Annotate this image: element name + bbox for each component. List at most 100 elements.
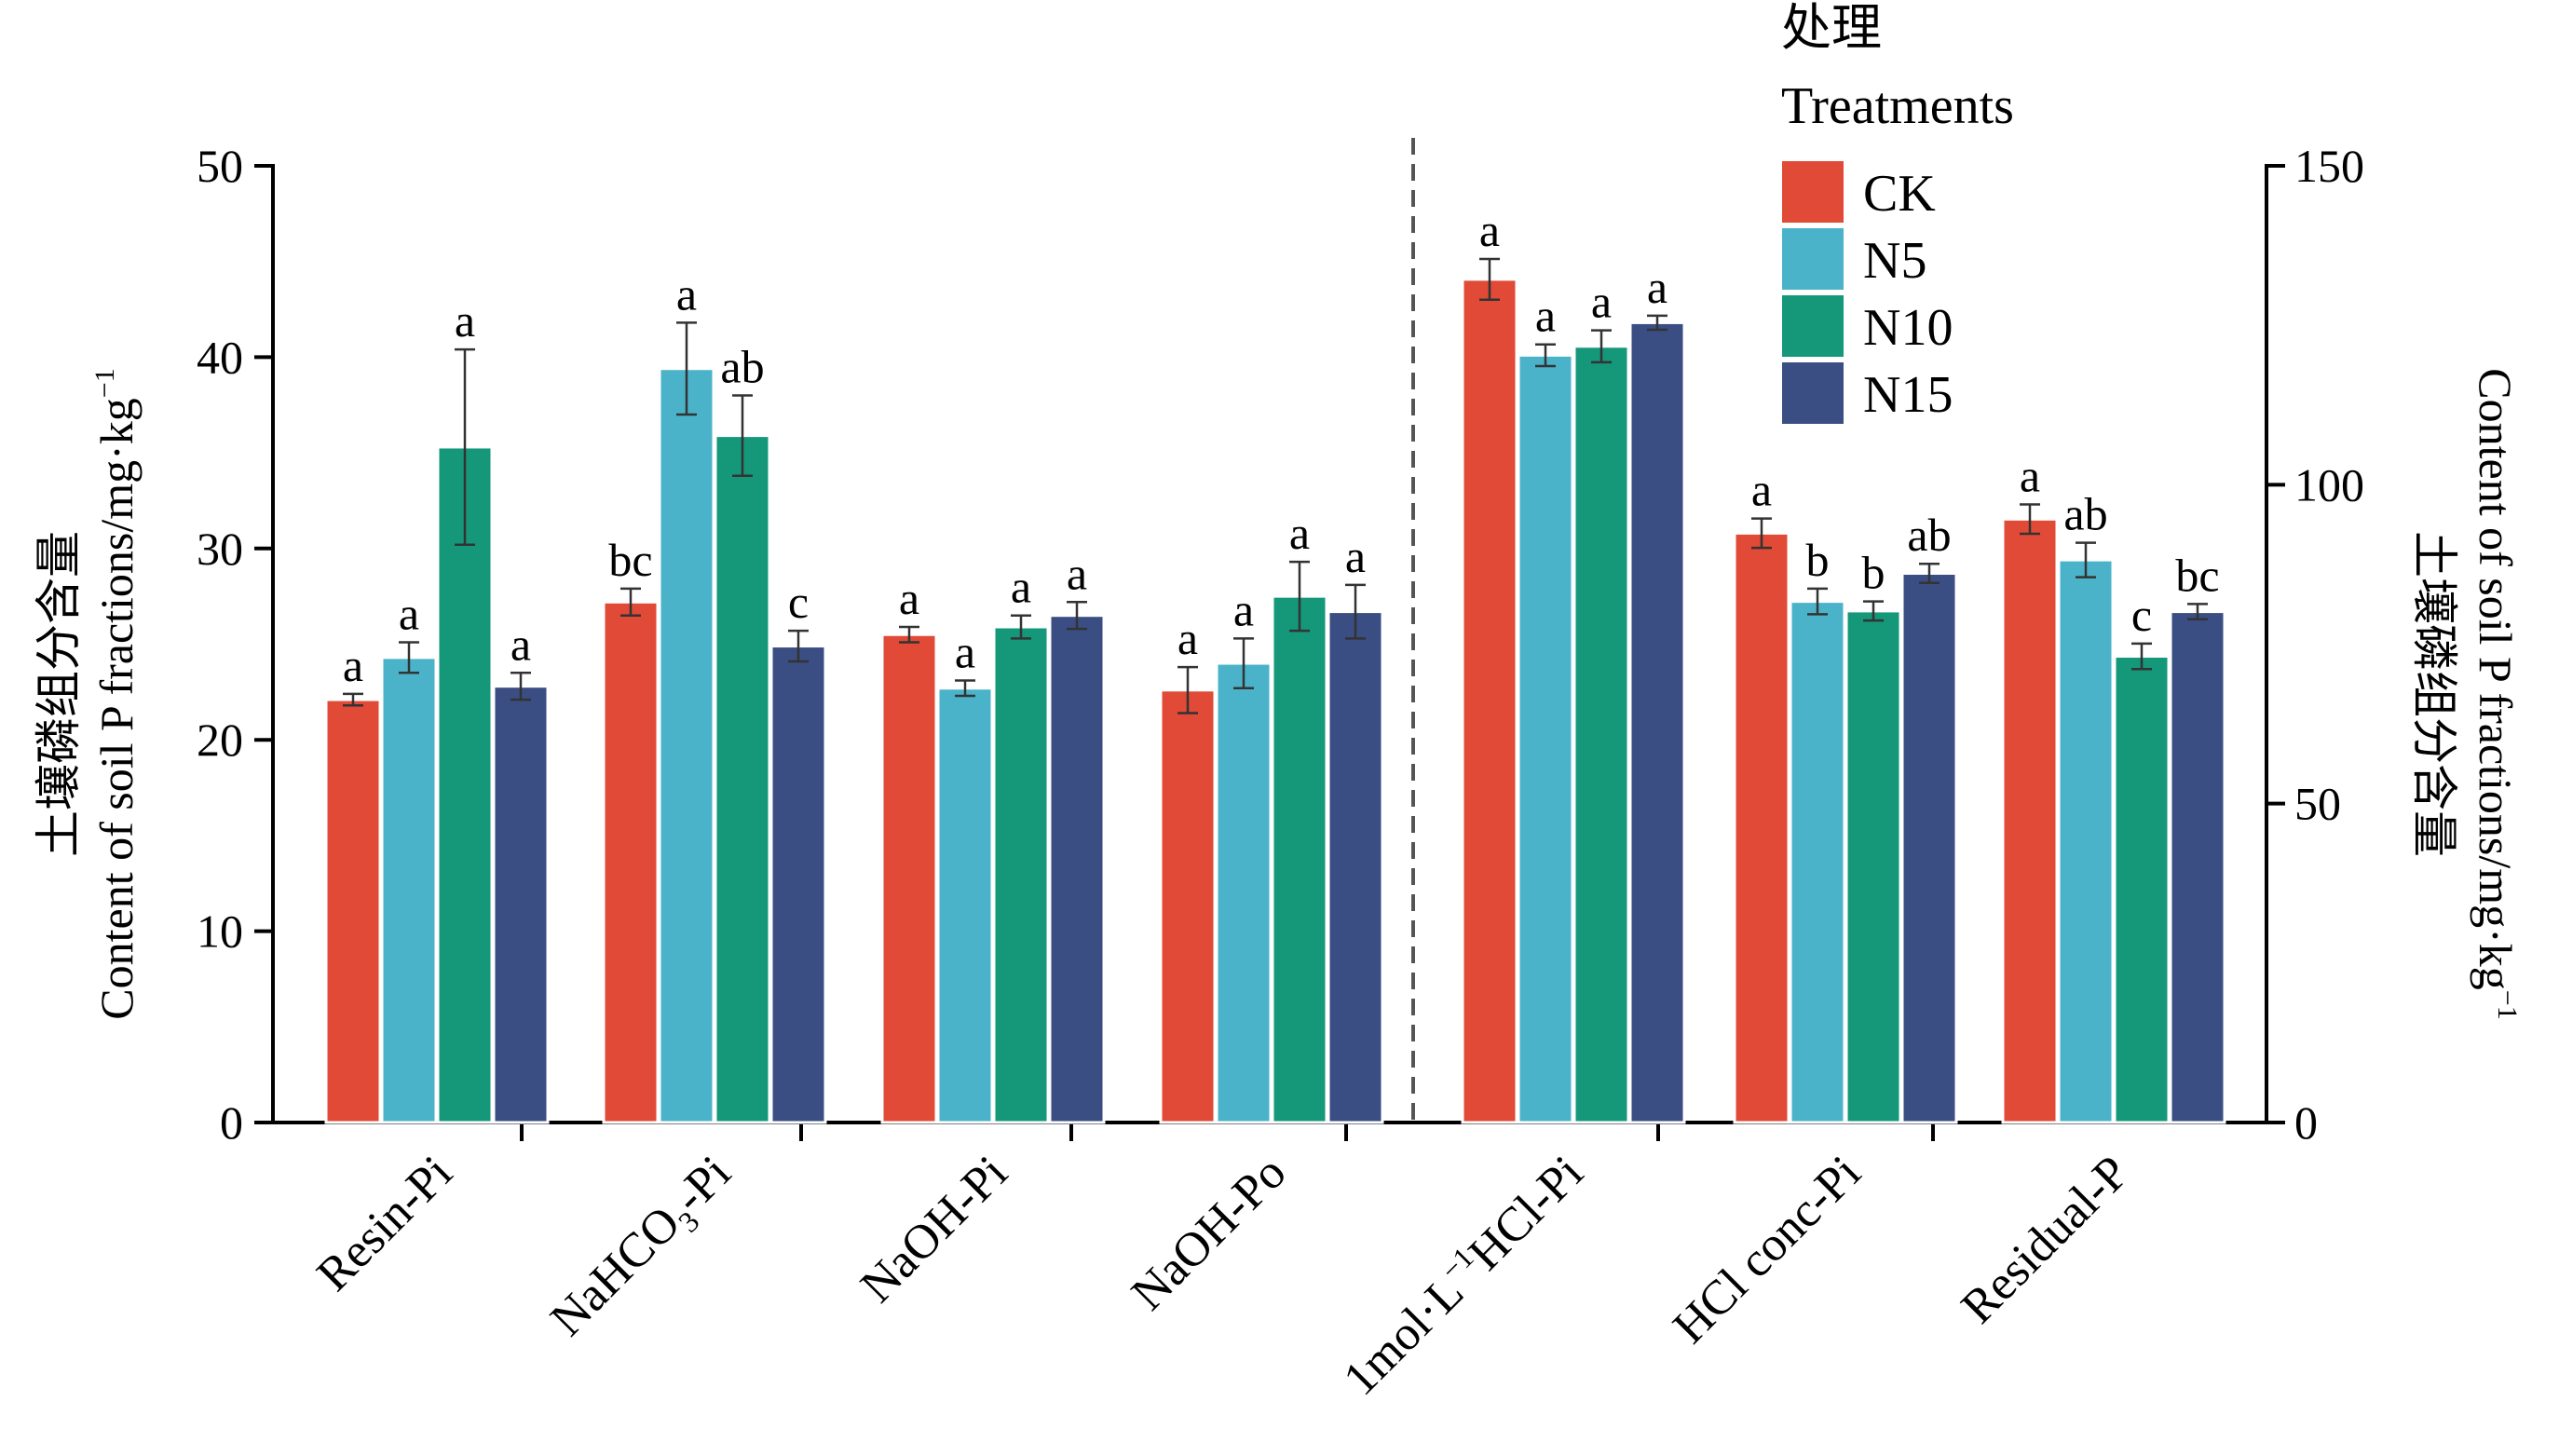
x-label-4: 1mol·L−1HCl-Pi xyxy=(1331,1143,1594,1406)
bar-n10-4 xyxy=(1572,345,1630,1124)
significance-letter: ab xyxy=(720,340,764,392)
significance-letter: b xyxy=(1806,534,1830,586)
x-label-text: Resin-Pi xyxy=(307,1146,463,1301)
legend-label-n10: N10 xyxy=(1863,299,1953,357)
significance-letter: a xyxy=(1233,583,1254,635)
bar-n10-2 xyxy=(992,625,1050,1124)
x-label-text: 1mol·L−1HCl-Pi xyxy=(1331,1143,1594,1406)
significance-letter: a xyxy=(343,639,363,691)
left-tick-label: 40 xyxy=(197,331,243,383)
error-bar xyxy=(1863,600,1884,622)
significance-letter: a xyxy=(455,294,475,347)
x-label-text: NaOH-Po xyxy=(1122,1146,1296,1320)
right-axis-title-cn: 土壤磷组分含量 xyxy=(2408,531,2460,857)
bar-n5-3 xyxy=(1215,661,1273,1124)
error-bar xyxy=(1479,257,1500,302)
significance-letter: a xyxy=(399,587,419,639)
bar-n10-0 xyxy=(436,445,494,1124)
error-bar xyxy=(2187,603,2208,621)
significance-letter: c xyxy=(2131,589,2152,641)
bar-n10-3 xyxy=(1271,594,1328,1124)
error-bar xyxy=(2020,503,2040,536)
error-bar xyxy=(732,394,753,477)
bar-n15-2 xyxy=(1048,614,1106,1124)
bar-n5-4 xyxy=(1517,353,1574,1124)
legend-swatch-ck xyxy=(1780,159,1845,225)
bar-n5-1 xyxy=(658,367,715,1124)
error-bar xyxy=(1289,560,1310,633)
error-bar xyxy=(1011,614,1031,640)
bar-n10-1 xyxy=(714,434,771,1124)
legend: 处理 Treatments CK N5 N10 N15 xyxy=(1780,0,2014,426)
bar-ck-5 xyxy=(1733,531,1790,1124)
bar-ck-6 xyxy=(2001,517,2059,1124)
significance-letter: a xyxy=(1011,561,1031,613)
bar-n15-6 xyxy=(2169,610,2226,1124)
significance-letter: a xyxy=(1067,547,1087,599)
right-tick-label: 100 xyxy=(2294,458,2364,510)
x-label-text: Residual-P xyxy=(1952,1146,2140,1334)
bar-ck-0 xyxy=(324,698,382,1124)
bar-ck-4 xyxy=(1461,278,1518,1124)
error-bar xyxy=(1591,329,1612,364)
error-bar xyxy=(1751,517,1772,550)
bar-n15-4 xyxy=(1628,320,1686,1124)
bar-n15-1 xyxy=(769,645,827,1124)
error-bar xyxy=(1647,314,1667,332)
significance-letter: c xyxy=(788,576,809,628)
bar-n15-5 xyxy=(1900,572,1958,1124)
bar-ck-3 xyxy=(1159,688,1217,1124)
x-label-3: NaOH-Po xyxy=(1122,1146,1296,1320)
error-bar xyxy=(1807,587,1828,616)
bar-ck-1 xyxy=(602,600,660,1124)
legend-title-en: Treatments xyxy=(1781,77,2014,135)
significance-letter: a xyxy=(1345,530,1366,582)
left-tick-label: 20 xyxy=(197,714,243,766)
error-bar xyxy=(343,692,363,707)
bar-n15-3 xyxy=(1327,610,1384,1124)
error-bar xyxy=(1233,637,1254,689)
error-bar xyxy=(1919,562,1940,585)
bar-n10-5 xyxy=(1844,609,1902,1124)
legend-swatch-n5 xyxy=(1780,226,1845,292)
significance-letter: ab xyxy=(2063,488,2107,540)
bar-n5-0 xyxy=(380,656,438,1124)
x-axis-labels: Resin-Pi NaHCO3-Pi NaOH-Pi NaOH-Po1mol·L−1H… xyxy=(307,1143,2140,1406)
bar-n5-2 xyxy=(936,687,994,1124)
right-tick-label: 0 xyxy=(2294,1096,2318,1149)
error-bar xyxy=(1345,583,1366,640)
right-tick-label: 150 xyxy=(2294,140,2364,192)
error-bar xyxy=(1177,665,1198,714)
left-axis-title-en: Content of soil P fractions/mg·kg−1 xyxy=(89,368,143,1019)
error-bar xyxy=(455,347,475,546)
left-tick-label: 0 xyxy=(220,1096,243,1149)
error-bar xyxy=(620,587,641,617)
legend-swatch-n10 xyxy=(1780,293,1845,359)
significance-letter: b xyxy=(1862,547,1885,599)
left-tick-label: 10 xyxy=(197,905,243,958)
bar-n5-5 xyxy=(1789,600,1846,1124)
right-axis-title-en: Content of soil P fractions/mg·kg−1 xyxy=(2470,368,2523,1019)
significance-letter: a xyxy=(2020,450,2040,502)
legend-label-n5: N5 xyxy=(1863,232,1926,290)
error-bar xyxy=(1067,601,1087,631)
bar-n5-6 xyxy=(2057,558,2115,1124)
significance-letter: a xyxy=(1591,276,1612,328)
legend-items: CK N5 N10 N15 xyxy=(1780,159,1953,426)
left-axis-title-cn: 土壤磷组分含量 xyxy=(33,531,85,857)
legend-title-cn: 处理 xyxy=(1781,0,1882,56)
x-label-5: HCl conc-Pi xyxy=(1663,1146,1871,1354)
error-bar xyxy=(899,625,919,644)
left-tick-label: 50 xyxy=(197,140,243,192)
significance-letter: a xyxy=(1289,507,1310,559)
significance-letter: bc xyxy=(2175,549,2219,601)
error-bar xyxy=(2131,642,2152,671)
left-tick-label: 30 xyxy=(197,523,243,575)
significance-letter: a xyxy=(1647,261,1667,313)
x-label-1: NaHCO3-Pi xyxy=(540,1146,741,1346)
x-label-2: NaOH-Pi xyxy=(851,1146,1017,1313)
significance-letter: a xyxy=(955,626,975,678)
bar-n15-0 xyxy=(492,685,550,1124)
